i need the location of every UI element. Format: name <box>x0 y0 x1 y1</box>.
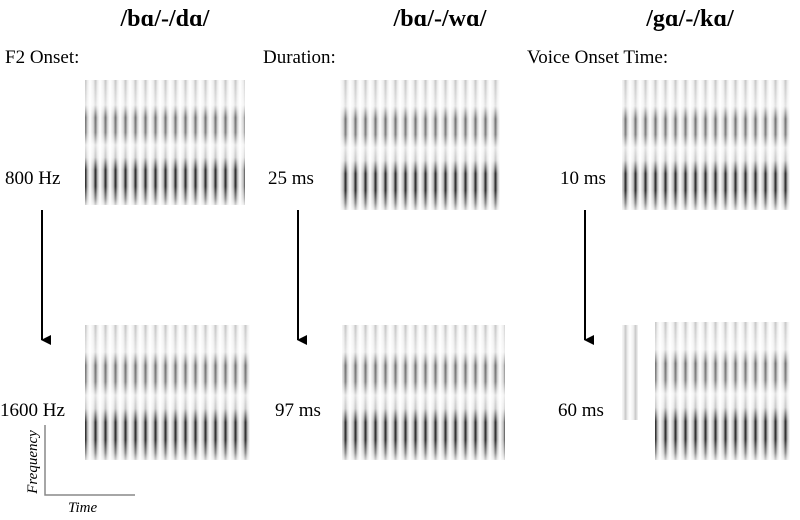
y-axis-label: Frequency <box>25 430 41 495</box>
column-title: /bɑ/-/wɑ/ <box>393 6 487 32</box>
spectrogram <box>340 80 500 210</box>
spectrogram <box>85 80 245 205</box>
column-label: F2 Onset: <box>5 47 79 68</box>
column-label: Duration: <box>263 47 336 68</box>
value-label: 800 Hz <box>5 168 60 189</box>
x-axis-label: Time <box>68 500 98 516</box>
column-label: Voice Onset Time: <box>527 47 668 68</box>
value-label: 60 ms <box>558 400 604 421</box>
spectrogram <box>85 325 250 460</box>
axes-key <box>44 425 135 496</box>
value-label: 1600 Hz <box>0 400 65 421</box>
spectrogram <box>342 325 505 460</box>
spectrogram <box>622 322 790 460</box>
value-label: 25 ms <box>268 168 314 189</box>
column-title: /bɑ/-/dɑ/ <box>120 6 210 32</box>
value-label: 97 ms <box>275 400 321 421</box>
value-label: 10 ms <box>560 168 606 189</box>
spectrogram <box>622 80 790 210</box>
column-title: /gɑ/-/kɑ/ <box>645 6 734 32</box>
